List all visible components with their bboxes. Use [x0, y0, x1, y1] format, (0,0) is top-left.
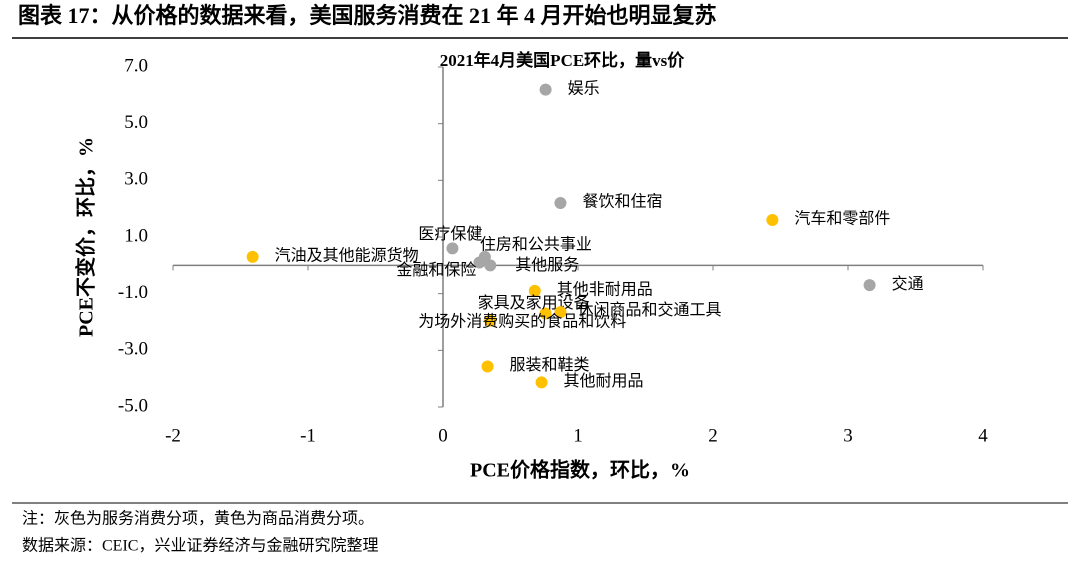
point — [473, 256, 486, 269]
point — [481, 360, 494, 373]
y-tick-label: -1.0 — [118, 282, 148, 303]
point-label: 交通 — [892, 275, 924, 293]
x-tick-label: 4 — [978, 425, 988, 446]
figure-title: 图表 17：从价格的数据来看，美国服务消费在 21 年 4 月开始也明显复苏 — [18, 3, 717, 28]
source: 数据来源：CEIC，兴业证券经济与金融研究院整理 — [22, 537, 378, 555]
x-tick-label: 3 — [843, 425, 853, 446]
y-tick-label: 5.0 — [124, 112, 148, 133]
y-tick-label: 7.0 — [124, 55, 148, 76]
x-tick-label: 0 — [438, 425, 448, 446]
point-label: 其他耐用品 — [564, 372, 644, 390]
point — [484, 259, 497, 272]
point — [484, 314, 497, 327]
point-label: 服装和鞋类 — [510, 356, 590, 374]
point — [539, 307, 552, 320]
y-tick-label: 1.0 — [124, 225, 148, 246]
point-label: 金融和保险 — [396, 261, 476, 279]
note: 注：灰色为服务消费分项，黄色为商品消费分项。 — [22, 510, 374, 528]
point — [535, 376, 548, 389]
y-tick-label: -5.0 — [118, 395, 148, 416]
point — [766, 214, 779, 226]
point — [554, 306, 567, 319]
point — [539, 83, 552, 96]
point-label: 其他非耐用品 — [557, 281, 653, 299]
point-label: 家具及家用设备 — [478, 294, 590, 312]
point — [528, 284, 541, 297]
point-label: 为场外消费购买的食品和饮料 — [418, 312, 626, 330]
point-label: 娱乐 — [568, 79, 600, 97]
point-label: 汽车和零部件 — [794, 210, 890, 228]
x-tick-label: -1 — [300, 425, 316, 446]
point-label: 休闲商品和交通工具 — [577, 301, 721, 319]
chart-title: 2021年4月美国PCE环比，量vs价 — [440, 50, 686, 70]
y-axis-label: PCE不变价，环比，% — [74, 137, 98, 337]
x-tick-label: 2 — [708, 425, 718, 446]
point-label: 医疗保健 — [418, 225, 482, 243]
point-label: 其他服务 — [515, 256, 579, 274]
y-tick-label: -3.0 — [118, 339, 148, 360]
point-label: 餐饮和住宿 — [582, 193, 662, 211]
point — [554, 197, 567, 209]
x-axis-label: PCE价格指数，环比，% — [470, 458, 690, 482]
x-tick-label: -2 — [165, 425, 181, 446]
point-label: 汽油及其他能源货物 — [275, 247, 419, 265]
point — [446, 242, 459, 255]
point-label: 住房和公共事业 — [480, 236, 592, 254]
point — [246, 250, 259, 263]
y-tick-label: 3.0 — [124, 169, 148, 190]
x-tick-label: 1 — [573, 425, 583, 446]
point — [863, 279, 876, 292]
